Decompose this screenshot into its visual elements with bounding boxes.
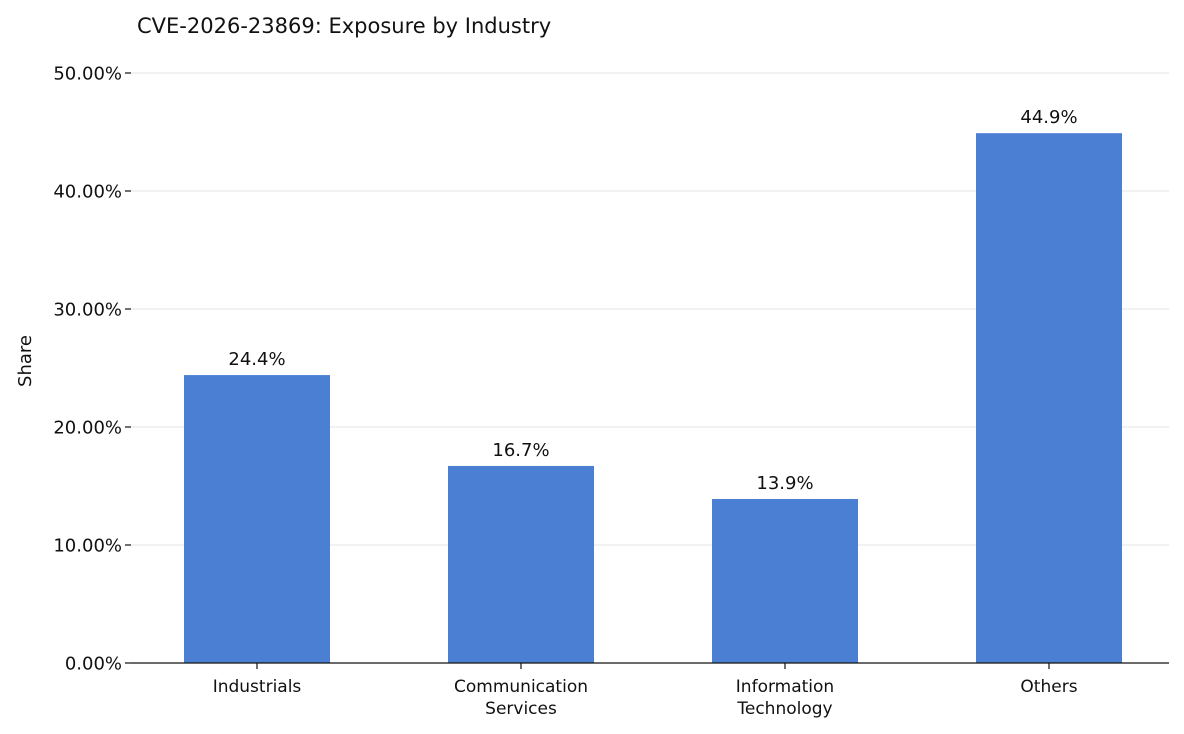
y-ticks: 0.00% 10.00% 20.00% 30.00% 40.00% 50.00% — [53, 64, 131, 675]
bar — [184, 375, 330, 663]
x-category-label: Communication — [454, 677, 588, 697]
bar-value-label: 44.9% — [1020, 107, 1077, 128]
bar — [712, 498, 858, 663]
y-tick-label: 30.00% — [53, 300, 122, 321]
x-category-label: Industrials — [213, 677, 302, 697]
y-tick-label: 0.00% — [65, 654, 122, 675]
bar-value-labels: 24.4% 16.7% 13.9% 44.9% — [228, 107, 1077, 494]
chart-title: CVE-2026-23869: Exposure by Industry — [137, 14, 551, 38]
bar — [448, 465, 594, 663]
x-category-label: Technology — [736, 699, 832, 719]
bar — [976, 133, 1122, 663]
y-tick-label: 50.00% — [53, 64, 122, 85]
x-category-label: Information — [736, 677, 834, 697]
x-category-label: Others — [1020, 677, 1077, 697]
y-tick-label: 10.00% — [53, 536, 122, 557]
bar-value-label: 13.9% — [756, 473, 813, 494]
x-axis — [131, 662, 1169, 669]
bar-value-label: 24.4% — [228, 349, 285, 370]
y-axis-label: Share — [15, 335, 36, 387]
y-tick-label: 40.00% — [53, 182, 122, 203]
y-tick-label: 20.00% — [53, 418, 122, 439]
bars — [184, 133, 1122, 663]
x-category-label: Services — [485, 699, 557, 719]
bar-value-label: 16.7% — [492, 440, 549, 461]
